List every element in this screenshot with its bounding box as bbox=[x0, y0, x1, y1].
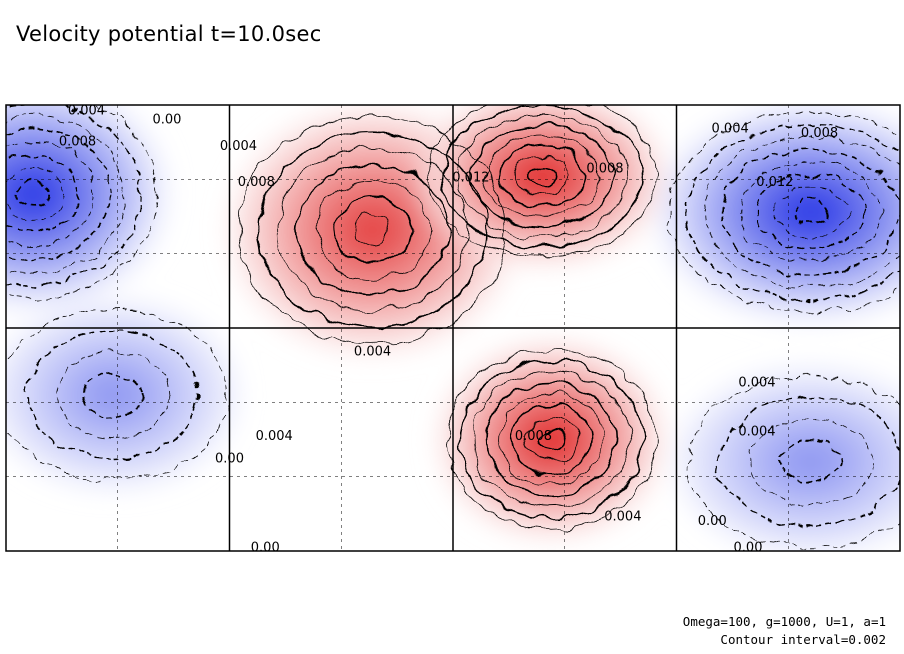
contour-negative-6-2 bbox=[717, 396, 900, 527]
fill-positive-1-8 bbox=[527, 165, 558, 187]
fill-positive-0-7 bbox=[352, 212, 393, 248]
contour-positive-0-4 bbox=[295, 163, 450, 296]
plot-frame bbox=[5, 104, 901, 552]
contour-label-17: 0.00 bbox=[251, 541, 280, 556]
contour-positive-2-7 bbox=[524, 416, 578, 463]
contour-negative-3-6 bbox=[6, 154, 80, 235]
contour-negative-4-8 bbox=[791, 198, 830, 226]
contour-positive-0-1 bbox=[239, 115, 506, 345]
contour-negative-5-4 bbox=[83, 372, 143, 418]
contour-negative-4-7 bbox=[774, 186, 847, 238]
contour-label-6: 0.008 bbox=[586, 161, 623, 176]
contour-positive-1-6 bbox=[498, 145, 586, 208]
contour-label-18: 0.00 bbox=[734, 541, 763, 556]
contour-negative-5-2 bbox=[26, 329, 200, 460]
contour-label-0: 0.004 bbox=[68, 103, 105, 118]
contour-negative-3-3 bbox=[6, 115, 126, 273]
contour-positive-2-3 bbox=[472, 371, 631, 508]
contour-label-10: 0.004 bbox=[738, 376, 775, 391]
fill-negative-4-8 bbox=[791, 198, 830, 226]
contour-negative-6-4 bbox=[778, 439, 843, 484]
contour-negative-4-2 bbox=[685, 123, 900, 301]
contour-label-7: 0.004 bbox=[712, 121, 749, 136]
contour-label-11: 0.004 bbox=[738, 425, 775, 440]
contour-positive-2-2 bbox=[459, 359, 644, 520]
contour-positive-1-1 bbox=[428, 105, 657, 258]
contour-positive-2-1 bbox=[446, 348, 657, 531]
contour-negative-6-3 bbox=[748, 418, 873, 505]
contour-positive-1-8 bbox=[527, 165, 558, 188]
contour-negative-5-1 bbox=[6, 309, 228, 481]
contour-positive-0-7 bbox=[353, 213, 392, 247]
contour-negative-4-3 bbox=[703, 136, 900, 288]
contour-positive-0-6 bbox=[333, 196, 412, 264]
contour-positive-1-4 bbox=[470, 125, 615, 228]
grid-layer bbox=[6, 105, 900, 551]
contour-negative-5-3 bbox=[55, 351, 171, 439]
contour-label-19: 0.004 bbox=[354, 344, 391, 359]
contour-label-8: 0.008 bbox=[801, 126, 838, 141]
contour-negative-3-5 bbox=[6, 141, 95, 247]
contour-positive-2-5 bbox=[498, 393, 604, 486]
contour-layer bbox=[6, 105, 900, 548]
contour-positive-0-3 bbox=[277, 148, 468, 312]
contour-label-2: 0.00 bbox=[152, 112, 181, 127]
contour-label-14: 0.008 bbox=[515, 429, 552, 444]
contour-negative-3-8 bbox=[16, 180, 50, 209]
contour-negative-4-5 bbox=[738, 161, 883, 263]
contour-positive-2-4 bbox=[485, 382, 618, 497]
contour-label-13: 0.00 bbox=[215, 451, 244, 466]
contour-label-16: 0.00 bbox=[698, 514, 727, 529]
contour-positive-1-7 bbox=[513, 155, 572, 197]
contour-label-4: 0.008 bbox=[238, 175, 275, 190]
contour-positive-2-8 bbox=[537, 427, 566, 452]
parameters-note: Omega=100, g=1000, U=1, a=1 bbox=[682, 614, 886, 629]
contour-label-9: 0.012 bbox=[756, 175, 793, 190]
fill-negative-6-4 bbox=[778, 439, 844, 485]
contour-label-layer: 0.004 0.008 0.00 0.004 0.008 0.012 0.008 0.004 0… bbox=[59, 103, 838, 556]
fill-positive-2-8 bbox=[537, 427, 566, 452]
contour-positive-1-3 bbox=[456, 115, 629, 238]
contour-positive-1-5 bbox=[485, 135, 600, 218]
contour-negative-3-7 bbox=[6, 167, 65, 221]
contour-interval-note: Contour interval=0.002 bbox=[720, 632, 886, 647]
plot-area: 0.004 0.008 0.00 0.004 0.008 0.012 0.008 0.004 0… bbox=[6, 103, 900, 556]
fill-negative-3-8 bbox=[16, 180, 50, 208]
contour-negative-4-1 bbox=[667, 111, 900, 313]
chart-title: Velocity potential t=10.0sec bbox=[16, 22, 322, 46]
contour-positive-2-6 bbox=[511, 404, 592, 475]
fill-negative-5-4 bbox=[83, 372, 144, 418]
contour-label-1: 0.008 bbox=[59, 135, 96, 150]
contour-negative-3-4 bbox=[6, 128, 111, 261]
contour-label-3: 0.004 bbox=[220, 139, 257, 154]
contour-label-12: 0.004 bbox=[256, 429, 293, 444]
contour-negative-4-6 bbox=[756, 173, 865, 251]
contour-negative-6-1 bbox=[686, 375, 900, 548]
contour-positive-0-5 bbox=[315, 180, 430, 280]
contour-label-15: 0.004 bbox=[604, 509, 641, 524]
contour-label-5: 0.012 bbox=[452, 170, 489, 185]
